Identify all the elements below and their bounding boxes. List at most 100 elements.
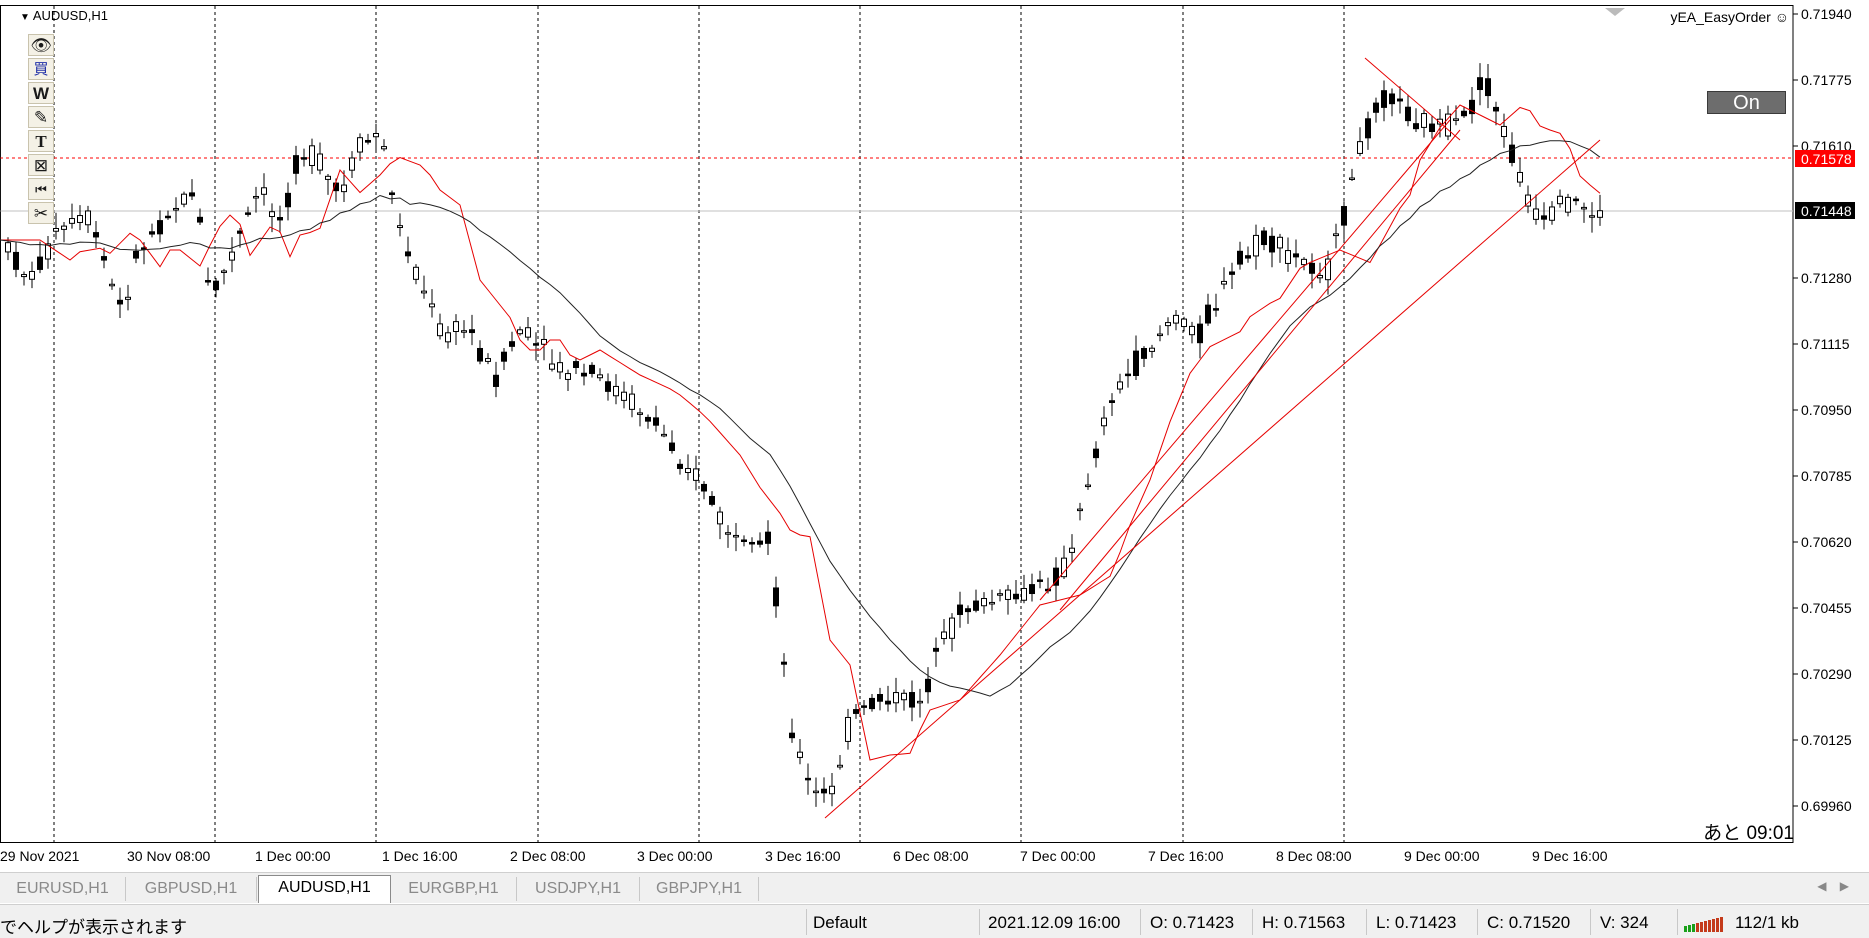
candle-body — [1101, 417, 1107, 427]
candle-body — [1173, 314, 1179, 324]
candle-body — [1453, 118, 1459, 121]
candle-body — [1277, 236, 1283, 249]
connection-bar — [1692, 924, 1695, 932]
candle-body — [1285, 250, 1291, 264]
connection-bar — [1712, 919, 1715, 932]
scroll-left-icon[interactable]: ◀ — [1817, 879, 1827, 893]
tab-eurusd[interactable]: EURUSD,H1 — [0, 877, 126, 901]
price-scale-label: 0.71115 — [1801, 336, 1850, 352]
candle-body — [845, 716, 851, 742]
candle-body — [77, 215, 83, 223]
candle-body — [565, 373, 571, 380]
candle-body — [125, 296, 131, 300]
time-axis-label: 30 Nov 08:00 — [127, 848, 210, 864]
candle-body — [693, 468, 699, 481]
candle-body — [1085, 484, 1091, 488]
candle-body — [1197, 323, 1203, 344]
chart-tabs-bar: EURUSD,H1 GBPUSD,H1 AUDUSD,H1 EURGBP,H1 … — [0, 872, 1869, 903]
chart-symbol-title: ▼ AUDUSD,H1 — [20, 8, 108, 23]
tab-usdjpy[interactable]: USDJPY,H1 — [517, 877, 640, 901]
image-icon[interactable]: ⊠ — [28, 154, 54, 176]
candle-body — [309, 145, 315, 167]
candle-body — [165, 215, 171, 219]
pencil-icon[interactable]: ✎ — [28, 106, 54, 128]
plot-frame — [0, 5, 1794, 843]
candle-body — [821, 788, 827, 794]
tab-gbpjpy[interactable]: GBPJPY,H1 — [640, 877, 759, 901]
scroll-right-icon[interactable]: ▶ — [1839, 879, 1849, 893]
status-divider — [1677, 909, 1678, 935]
candle-body — [741, 539, 747, 542]
chart-menu-triangle-icon[interactable]: ▼ — [20, 12, 30, 23]
price-chart[interactable]: 0.719400.717750.716100.712800.711150.709… — [0, 0, 1869, 870]
candle-body — [437, 323, 443, 337]
candle-body — [1149, 347, 1155, 352]
text-icon[interactable]: T — [28, 130, 54, 152]
candle-body — [1029, 584, 1035, 595]
candle-body — [1061, 557, 1067, 578]
chart-window[interactable]: 0.71940 0.71775 0.71610 0.71280 0.71115 0.709… — [0, 0, 1869, 870]
candle-body — [1165, 322, 1171, 327]
eye-icon[interactable]: 👁 — [28, 34, 54, 56]
candle-body — [1413, 123, 1419, 130]
candle-body — [1269, 235, 1275, 253]
bar-close: C: 0.71520 — [1487, 913, 1571, 932]
candle-body — [965, 608, 971, 613]
status-divider — [979, 909, 980, 935]
time-axis-label: 7 Dec 16:00 — [1148, 848, 1224, 864]
candle-body — [941, 631, 947, 640]
candle-body — [109, 283, 115, 287]
candle-body — [485, 358, 491, 362]
smiley-icon: ☺ — [1774, 9, 1789, 25]
tab-scroll-arrows[interactable]: ◀ ▶ — [1817, 879, 1849, 893]
candle-body — [1293, 253, 1299, 258]
time-axis-label: 1 Dec 16:00 — [382, 848, 458, 864]
candle-body — [725, 532, 731, 535]
status-divider — [1252, 909, 1253, 935]
connection-bar — [1700, 922, 1703, 932]
candle-body — [829, 785, 835, 795]
candle-body — [277, 217, 283, 221]
candle-body — [677, 463, 683, 469]
candle-body — [133, 250, 139, 259]
candle-body — [365, 139, 371, 143]
price-scale-label: 0.71775 — [1801, 72, 1852, 88]
candle-body — [1365, 118, 1371, 139]
rewind-icon[interactable]: ⏮ — [28, 178, 54, 200]
candle-body — [1381, 90, 1387, 108]
candle-body — [637, 412, 643, 415]
candle-body — [1133, 350, 1139, 376]
candle-body — [1509, 144, 1515, 163]
candle-body — [261, 187, 267, 195]
candle-body — [253, 195, 259, 199]
ea-on-button[interactable]: On — [1707, 91, 1786, 114]
candle-body — [957, 604, 963, 615]
candle-body — [573, 361, 579, 368]
candle-body — [989, 601, 995, 605]
candle-body — [1597, 210, 1603, 218]
scissors-icon[interactable]: ✂ — [28, 202, 54, 224]
candle-body — [701, 483, 707, 492]
candle-body — [1253, 234, 1259, 257]
candle-body — [101, 256, 107, 261]
trend-line — [1039, 119, 1451, 601]
candle-body — [757, 540, 763, 545]
w-icon[interactable]: W — [28, 82, 54, 104]
buy-kanji-icon[interactable]: 買 — [28, 58, 54, 80]
candle-body — [1469, 99, 1475, 115]
candle-body — [397, 225, 403, 228]
candle-body — [597, 374, 603, 379]
candle-body — [373, 133, 379, 138]
candle-body — [317, 153, 323, 171]
candle-body — [1213, 308, 1219, 311]
candle-body — [1317, 274, 1323, 279]
candle-body — [789, 732, 795, 739]
candle-body — [1093, 448, 1099, 459]
tab-eurgbp[interactable]: EURGBP,H1 — [391, 877, 517, 901]
candle-body — [1557, 195, 1563, 205]
bid-price-label: 0.71448 — [1801, 203, 1852, 219]
candle-body — [381, 146, 387, 150]
tab-gbpusd[interactable]: GBPUSD,H1 — [126, 877, 257, 901]
tab-audusd[interactable]: AUDUSD,H1 — [258, 875, 391, 903]
candle-body — [429, 303, 435, 308]
